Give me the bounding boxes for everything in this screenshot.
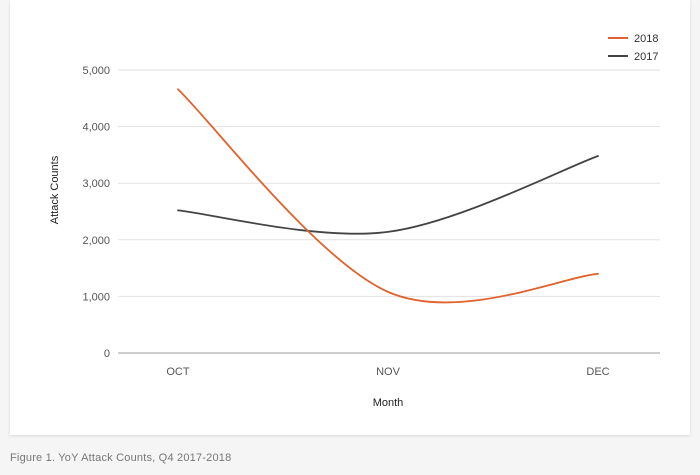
x-tick-label: OCT [166,366,190,378]
x-tick-label: NOV [376,366,401,378]
y-tick-label: 1,000 [82,291,110,303]
y-axis-title: Attack Counts [49,155,61,224]
legend-label-2018: 2018 [634,33,658,45]
figure-caption: Figure 1. YoY Attack Counts, Q4 2017-201… [10,452,232,464]
x-tick-label: DEC [586,366,609,378]
legend-label-2017: 2017 [634,51,658,63]
series-line-2017 [177,155,599,235]
y-tick-label: 4,000 [82,122,110,134]
y-tick-label: 2,000 [82,235,110,247]
x-axis-title: Month [373,397,404,409]
y-tick-label: 5,000 [82,65,110,77]
chart-card: 0 1,000 2,000 3,000 4,000 5,000 OCT NOV DEC Month… [10,0,690,435]
y-tick-label: 0 [104,348,110,360]
series-line-2018 [177,88,599,304]
line-chart: 0 1,000 2,000 3,000 4,000 5,000 OCT NOV DEC Month… [49,33,660,409]
y-tick-label: 3,000 [82,178,110,190]
